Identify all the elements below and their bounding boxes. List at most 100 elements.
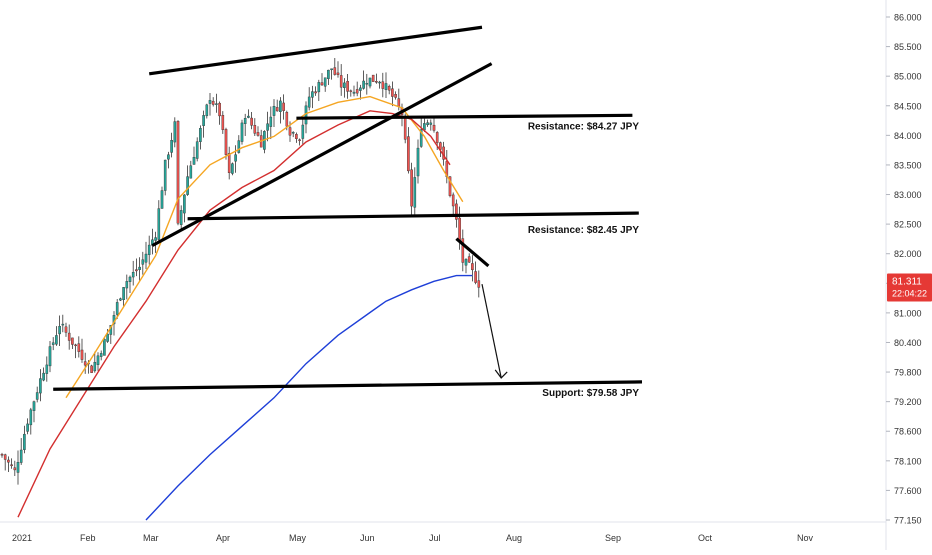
candle — [307, 87, 311, 111]
candle — [211, 97, 215, 107]
candle — [90, 364, 93, 374]
candle-body — [135, 269, 138, 272]
trendline[interactable] — [455, 237, 490, 268]
candle-body — [99, 353, 103, 357]
candle — [295, 132, 298, 143]
bar-countdown: 22:04:22 — [892, 289, 927, 299]
candle — [346, 74, 349, 99]
candle-body — [93, 361, 97, 372]
candle-body — [429, 122, 433, 125]
candle-body — [125, 281, 129, 289]
candle — [448, 175, 452, 198]
candle-body — [141, 259, 145, 265]
candle — [243, 113, 247, 136]
candle-body — [61, 323, 65, 326]
candle-body — [387, 86, 391, 91]
candle — [391, 81, 394, 107]
candle-body — [355, 89, 359, 94]
candle-body — [282, 102, 285, 111]
candle — [352, 85, 356, 97]
price-axis-tick-label: 79.200 — [894, 397, 922, 407]
candle — [272, 99, 276, 128]
candle — [381, 72, 385, 98]
candle — [215, 93, 218, 113]
candle — [144, 241, 148, 270]
time-axis-tick-label: Aug — [506, 533, 522, 543]
candle — [115, 299, 119, 320]
candle-body — [163, 159, 167, 191]
candle — [173, 117, 177, 148]
candle-body — [240, 122, 244, 142]
candle-body — [147, 244, 151, 255]
candle — [320, 73, 324, 86]
candle — [74, 343, 77, 359]
candle — [378, 80, 381, 89]
candle-body — [394, 94, 397, 98]
candle-body — [202, 115, 205, 126]
candle-body — [103, 338, 106, 356]
candle-body — [74, 344, 77, 347]
candle-body — [352, 91, 356, 94]
price-axis-tick-label: 82.500 — [894, 220, 922, 230]
candle-body — [45, 364, 49, 374]
time-axis-tick-label: 2021 — [12, 533, 32, 543]
candle — [266, 111, 269, 142]
candle — [253, 118, 257, 136]
annotations-layer: Resistance: $84.27 JPY Resistance: $82.45… — [528, 121, 640, 399]
candle-body — [211, 100, 215, 105]
candle-body — [3, 454, 7, 460]
candle-body — [381, 81, 385, 89]
time-axis-tick-label: Nov — [797, 533, 814, 543]
candle-body — [311, 91, 314, 98]
candle-body — [477, 280, 481, 288]
price-axis-tick-label: 81.000 — [894, 308, 922, 318]
candle — [343, 78, 346, 98]
candle — [375, 73, 378, 84]
candle — [298, 138, 301, 146]
candle-body — [320, 82, 324, 86]
candle — [39, 369, 42, 402]
candle-body — [221, 115, 225, 130]
price-axis-tick-label: 79.800 — [894, 368, 922, 378]
trendline[interactable] — [148, 25, 483, 76]
candle-body — [307, 96, 311, 108]
trendlines-layer — [53, 25, 643, 391]
candle — [416, 139, 420, 184]
candle-body — [42, 372, 45, 381]
candle — [10, 458, 13, 469]
time-axis-tick-label: Apr — [216, 533, 230, 543]
candle-body — [317, 82, 321, 93]
candle-body — [384, 83, 388, 90]
candle-body — [157, 208, 161, 240]
candle-body — [461, 238, 465, 263]
candle — [192, 146, 196, 165]
trendline[interactable] — [296, 113, 633, 120]
candle-body — [64, 326, 68, 333]
candle — [202, 110, 205, 138]
candles-layer — [0, 58, 481, 485]
price-axis-tick-label: 77.600 — [894, 486, 922, 496]
candle-body — [128, 276, 132, 282]
candle — [451, 192, 455, 216]
candle-body — [77, 343, 81, 352]
candle-body — [288, 127, 292, 136]
candle-body — [426, 122, 429, 126]
candle-body — [343, 82, 346, 88]
trendline[interactable] — [53, 380, 643, 391]
time-axis[interactable]: 2021 Feb Mar Apr May Jun Jul Aug Sep Oct Nov — [0, 521, 886, 543]
time-axis-tick-label: Oct — [698, 533, 713, 543]
candle — [131, 260, 135, 286]
trendline[interactable] — [187, 211, 639, 221]
candle-body — [416, 147, 420, 177]
price-axis-tick-label: 77.150 — [894, 516, 922, 526]
candle — [179, 205, 183, 232]
candle-body — [215, 103, 218, 105]
trendline[interactable] — [151, 62, 493, 247]
candle — [80, 338, 84, 363]
candle-body — [359, 87, 362, 91]
candle — [291, 131, 295, 138]
candle-body — [279, 100, 282, 112]
candle-body — [0, 454, 4, 456]
